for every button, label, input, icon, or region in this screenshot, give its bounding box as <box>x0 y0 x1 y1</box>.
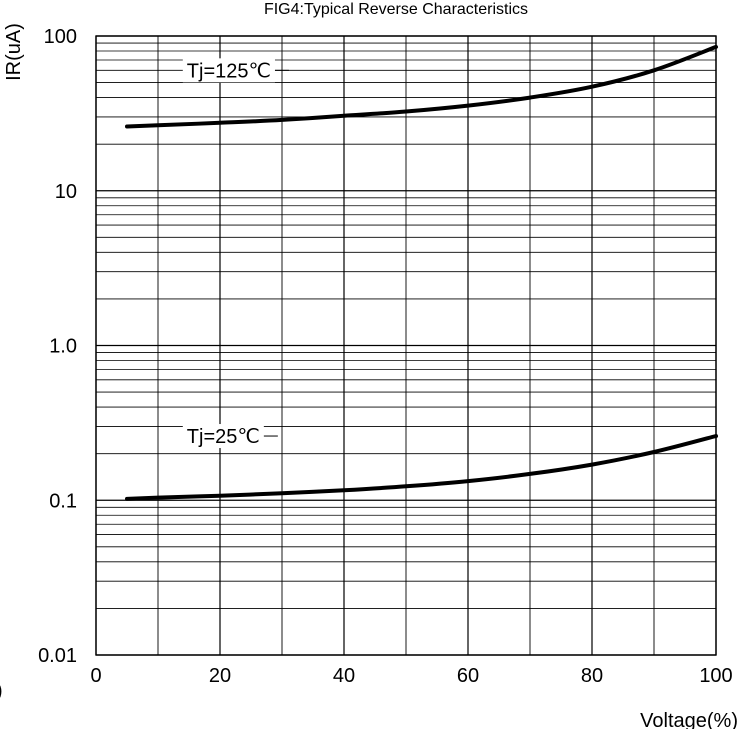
x-tick-label: 80 <box>581 665 603 687</box>
y-axis-label: IR(uA) <box>3 23 25 81</box>
series-label: Tj=125℃ <box>187 60 271 82</box>
x-tick-label: 40 <box>333 665 355 687</box>
series-label-background <box>182 58 275 83</box>
left-edge-fragment: ) <box>0 680 3 702</box>
plot-frame <box>95 35 717 656</box>
grid <box>95 35 717 656</box>
y-tick-label: 100 <box>44 26 77 48</box>
y-tick-label: 0.01 <box>38 645 77 667</box>
series-layer <box>125 44 718 501</box>
series-line <box>125 44 718 129</box>
x-tick-label: 100 <box>699 665 732 687</box>
x-tick-label: 60 <box>457 665 479 687</box>
x-axis-label: Voltage(%) <box>640 710 738 729</box>
series-line <box>125 434 718 501</box>
series-label-background <box>182 424 264 449</box>
series-label: Tj=25℃ <box>187 426 260 448</box>
y-tick-label: 0.1 <box>49 490 77 512</box>
x-tick-label: 20 <box>209 665 231 687</box>
x-tick-label: 0 <box>90 665 101 687</box>
chart-title: FIG4:Typical Reverse Characteristics <box>264 1 528 18</box>
y-tick-label: 10 <box>55 181 77 203</box>
labels: 0 20 40 60 80 100 0.01 0.1 1.0 10 100 Tj=125℃ Tj=25℃ <box>38 26 733 687</box>
y-tick-label: 1.0 <box>49 336 77 358</box>
